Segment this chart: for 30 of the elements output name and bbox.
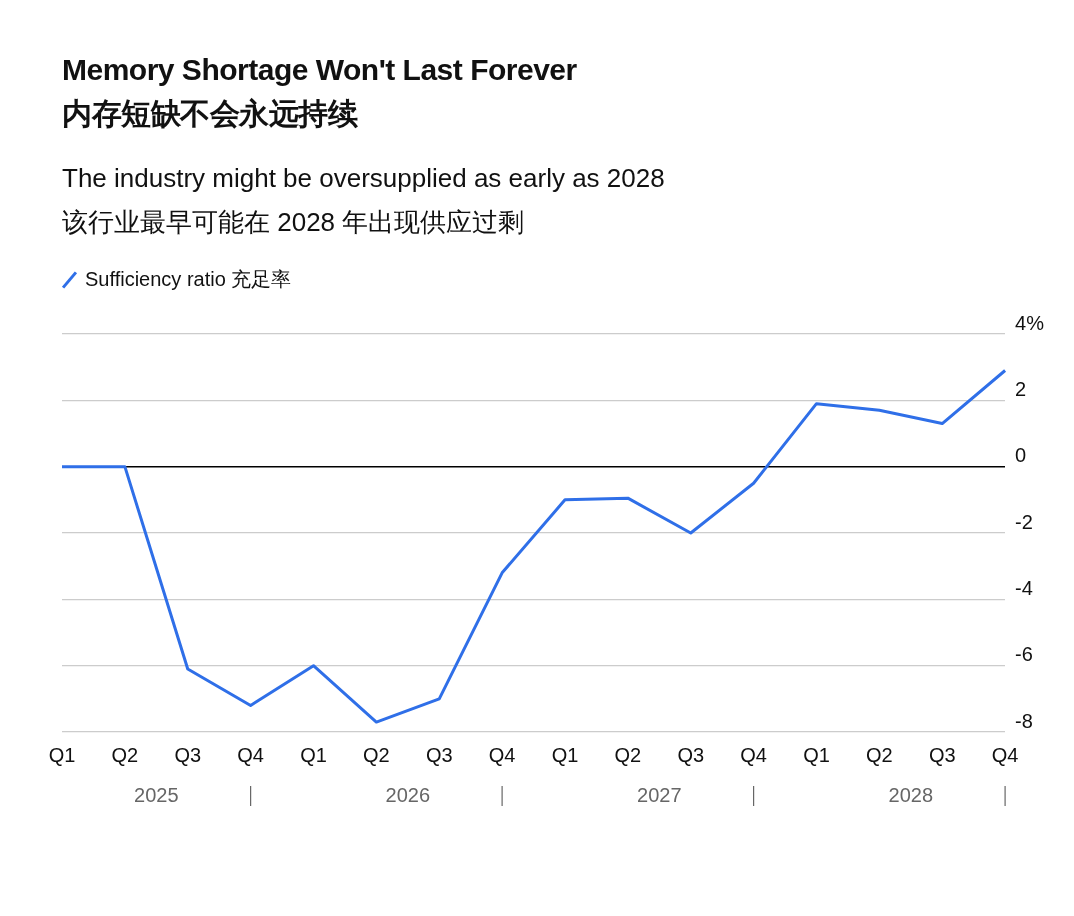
y-tick-label: -2: [1015, 510, 1033, 533]
x-tick-label: Q4: [237, 743, 264, 766]
y-tick-label: 0: [1015, 444, 1027, 467]
x-tick-label: Q4: [740, 743, 767, 766]
x-tick-label: Q4: [488, 743, 516, 766]
text: 2026: [385, 783, 431, 806]
text: 2027: [637, 783, 682, 806]
x-tick-label: Q4: [991, 743, 1019, 766]
y-tick-label: -6: [1015, 643, 1033, 666]
x-tick-label: Q1: [48, 743, 76, 766]
x-tick-label: Q1: [803, 743, 830, 766]
x-tick-label: Q2: [866, 743, 893, 766]
x-tick-label: Q3: [425, 743, 453, 766]
text: 2028: [888, 783, 934, 806]
y-tick-label: -8: [1015, 709, 1033, 732]
text: 2025: [134, 783, 179, 806]
x-tick-label: Q2: [111, 743, 139, 766]
x-tick-label: Q2: [614, 743, 642, 766]
chart-subtitle: The industry might be oversupplied as early as 2028 该行业最早可能在 2028 年出现供应过剩: [62, 162, 665, 239]
chart-title: Memory Shortage Won't Last Forever 内存短缺不会永远持续: [62, 52, 577, 132]
legend-label: Sufficiency ratio 充足率: [85, 267, 292, 292]
x-tick-label: Q3: [928, 743, 956, 766]
y-tick-label: 2: [1015, 377, 1027, 400]
x-tick-label: Q1: [300, 743, 327, 766]
x-tick-label: Q3: [677, 743, 705, 766]
x-tick-label: Q2: [363, 743, 390, 766]
x-tick-label: Q1: [551, 743, 579, 766]
x-tick-label: Q3: [174, 743, 202, 766]
y-tick-label: 4%: [1015, 311, 1045, 334]
y-tick-label: -4: [1015, 576, 1033, 599]
